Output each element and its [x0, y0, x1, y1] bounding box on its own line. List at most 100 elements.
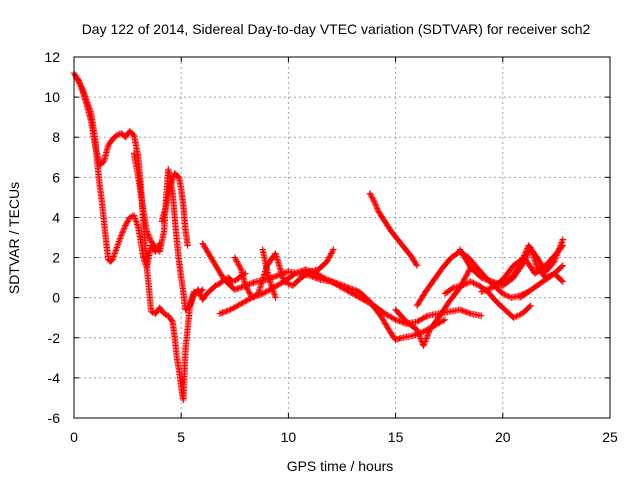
data-point — [519, 256, 526, 264]
data-point — [78, 86, 86, 93]
data-point — [237, 265, 244, 272]
data-point — [260, 289, 268, 297]
data-point — [440, 317, 447, 324]
x-tick-label: 0 — [70, 429, 78, 445]
data-point — [262, 288, 269, 296]
data-point — [296, 268, 304, 275]
data-point — [505, 293, 512, 300]
data-point — [232, 303, 240, 310]
data-point — [421, 339, 428, 347]
data-point — [143, 228, 151, 235]
data-point — [461, 281, 469, 288]
data-point — [272, 294, 279, 301]
data-point — [437, 318, 445, 326]
data-point — [510, 314, 517, 321]
data-point — [121, 223, 129, 231]
data-point — [280, 278, 288, 285]
data-point — [236, 263, 244, 271]
data-point — [463, 280, 470, 287]
data-point — [553, 251, 561, 258]
data-point — [147, 236, 154, 244]
data-point — [113, 245, 120, 253]
data-point — [271, 291, 278, 298]
data-point — [236, 301, 244, 308]
data-point — [118, 230, 125, 238]
data-point — [144, 231, 152, 238]
x-tick-label: 5 — [177, 429, 185, 445]
data-point — [461, 275, 469, 282]
data-point — [501, 277, 508, 285]
data-point — [416, 333, 424, 341]
data-point — [517, 260, 524, 268]
data-point — [229, 278, 236, 285]
data-point — [325, 255, 332, 263]
data-point — [558, 239, 565, 246]
data-point — [72, 72, 79, 79]
data-point — [243, 283, 250, 291]
data-point — [413, 318, 421, 325]
data-point — [556, 243, 564, 251]
data-point — [147, 308, 155, 315]
data-point — [112, 248, 119, 256]
data-point — [169, 174, 177, 182]
data-point — [559, 237, 566, 245]
data-point — [271, 292, 279, 300]
data-point — [502, 291, 509, 299]
data-point — [515, 263, 523, 270]
data-point — [171, 171, 178, 179]
data-point — [502, 277, 509, 284]
data-point — [338, 281, 345, 289]
data-point — [125, 216, 132, 224]
data-point — [168, 317, 175, 324]
data-point — [110, 253, 117, 260]
data-point — [468, 279, 476, 286]
data-point — [350, 286, 357, 293]
data-point — [328, 249, 336, 256]
data-point — [168, 177, 176, 185]
data-point — [486, 277, 493, 284]
data-point — [423, 335, 430, 342]
data-point — [387, 313, 394, 320]
data-point — [113, 244, 121, 251]
data-point — [464, 309, 472, 316]
data-point — [269, 286, 277, 294]
data-point — [299, 267, 307, 274]
data-point — [416, 317, 423, 324]
data-point — [78, 84, 85, 92]
data-point — [114, 241, 122, 248]
data-point — [219, 309, 226, 316]
data-point — [273, 272, 280, 280]
data-point — [384, 312, 391, 319]
data-point — [369, 195, 376, 202]
data-point — [305, 269, 312, 276]
data-point — [235, 301, 242, 309]
data-point — [224, 307, 232, 314]
data-point — [519, 255, 527, 262]
data-point — [555, 248, 562, 255]
data-point — [473, 281, 480, 288]
data-point — [122, 222, 129, 229]
data-point — [272, 282, 280, 290]
data-point — [213, 281, 221, 289]
data-point — [409, 332, 416, 339]
data-point — [169, 176, 176, 183]
data-point — [487, 277, 494, 285]
data-point — [353, 287, 360, 294]
data-point — [422, 336, 430, 344]
data-point — [415, 329, 422, 336]
data-point — [518, 258, 525, 265]
data-point — [319, 274, 327, 281]
y-tick-label: 4 — [52, 209, 60, 225]
data-point — [275, 281, 282, 288]
data-point — [374, 206, 382, 214]
data-point — [395, 317, 402, 324]
data-point — [111, 251, 118, 259]
data-point — [245, 287, 252, 295]
data-point — [478, 312, 485, 319]
data-point — [227, 306, 234, 313]
data-point — [116, 235, 124, 242]
data-point — [422, 338, 429, 345]
data-point — [413, 326, 421, 333]
data-point — [385, 312, 393, 320]
